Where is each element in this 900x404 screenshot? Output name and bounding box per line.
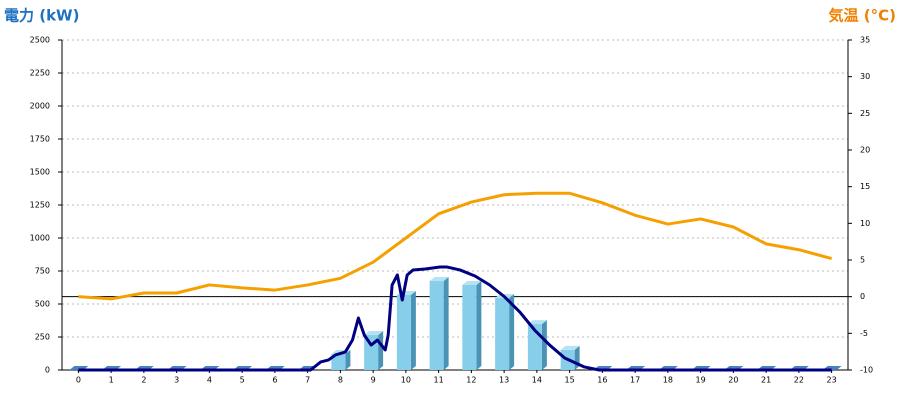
- x-tick-label: 23: [827, 376, 837, 385]
- x-tick-label: 19: [696, 376, 706, 385]
- y-tick-label: 0: [45, 366, 50, 375]
- y2-tick-label: 35: [860, 36, 870, 45]
- x-tick-label: 9: [371, 376, 376, 385]
- bar-side: [574, 345, 580, 370]
- y2-tick-label: 15: [860, 182, 870, 191]
- bar-side: [443, 277, 449, 370]
- y-tick-label: 2500: [30, 36, 50, 45]
- x-tick-label: 4: [207, 376, 212, 385]
- bar-side: [345, 350, 351, 370]
- bar: [331, 354, 346, 370]
- x-tick-label: 21: [761, 376, 771, 385]
- y2-axis-title: 気温 (°C): [829, 7, 896, 25]
- x-tick-label: 10: [401, 376, 411, 385]
- bar-top: [462, 280, 482, 285]
- x-tick-label: 14: [532, 376, 542, 385]
- y-tick-label: 1750: [30, 135, 50, 144]
- bar-side: [541, 320, 547, 370]
- y2-tick-label: -10: [860, 366, 873, 375]
- bar-side: [378, 331, 384, 370]
- x-tick-label: 22: [794, 376, 804, 385]
- line: [78, 265, 832, 372]
- y2-tick-label: 0: [860, 292, 865, 301]
- bar: [495, 298, 510, 370]
- y-tick-label: 1500: [30, 168, 50, 177]
- y2-tick-label: 25: [860, 109, 870, 118]
- y-tick-label: 1250: [30, 201, 50, 210]
- y-tick-label: 2250: [30, 69, 50, 78]
- bar-top: [527, 320, 547, 325]
- bar-side: [410, 291, 416, 370]
- x-tick-label: 17: [630, 376, 640, 385]
- bar-side: [509, 294, 515, 370]
- x-tick-label: 11: [434, 376, 444, 385]
- bar: [462, 284, 477, 370]
- line: [78, 191, 833, 301]
- y2-tick-label: 20: [860, 146, 870, 155]
- y-tick-label: 2000: [30, 102, 50, 111]
- x-tick-label: 2: [141, 376, 146, 385]
- bar: [396, 295, 411, 370]
- y2-tick-label: 5: [860, 256, 865, 265]
- y-tick-label: 1000: [30, 234, 50, 243]
- x-tick-label: 20: [728, 376, 738, 385]
- x-tick-label: 6: [272, 376, 277, 385]
- y2-tick-label: 10: [860, 219, 870, 228]
- x-tick-label: 8: [338, 376, 343, 385]
- bar: [429, 281, 444, 370]
- x-tick-label: 3: [174, 376, 179, 385]
- y2-tick-label: -5: [860, 329, 868, 338]
- bar-side: [476, 280, 482, 370]
- x-tick-label: 13: [499, 376, 509, 385]
- y-tick-label: 500: [35, 300, 50, 309]
- y-tick-label: 250: [35, 333, 50, 342]
- bar-top: [429, 277, 449, 282]
- x-tick-label: 12: [466, 376, 476, 385]
- x-tick-label: 5: [240, 376, 245, 385]
- x-tick-label: 16: [597, 376, 607, 385]
- y-tick-label: 750: [35, 267, 50, 276]
- bar-top: [560, 345, 580, 350]
- y-axis-title: 電力 (kW): [4, 7, 79, 25]
- x-tick-label: 1: [109, 376, 114, 385]
- x-tick-label: 7: [305, 376, 310, 385]
- x-tick-label: 0: [76, 376, 81, 385]
- bar-top: [364, 331, 384, 336]
- x-tick-label: 15: [565, 376, 575, 385]
- x-tick-label: 18: [663, 376, 673, 385]
- y2-tick-label: 30: [860, 72, 870, 81]
